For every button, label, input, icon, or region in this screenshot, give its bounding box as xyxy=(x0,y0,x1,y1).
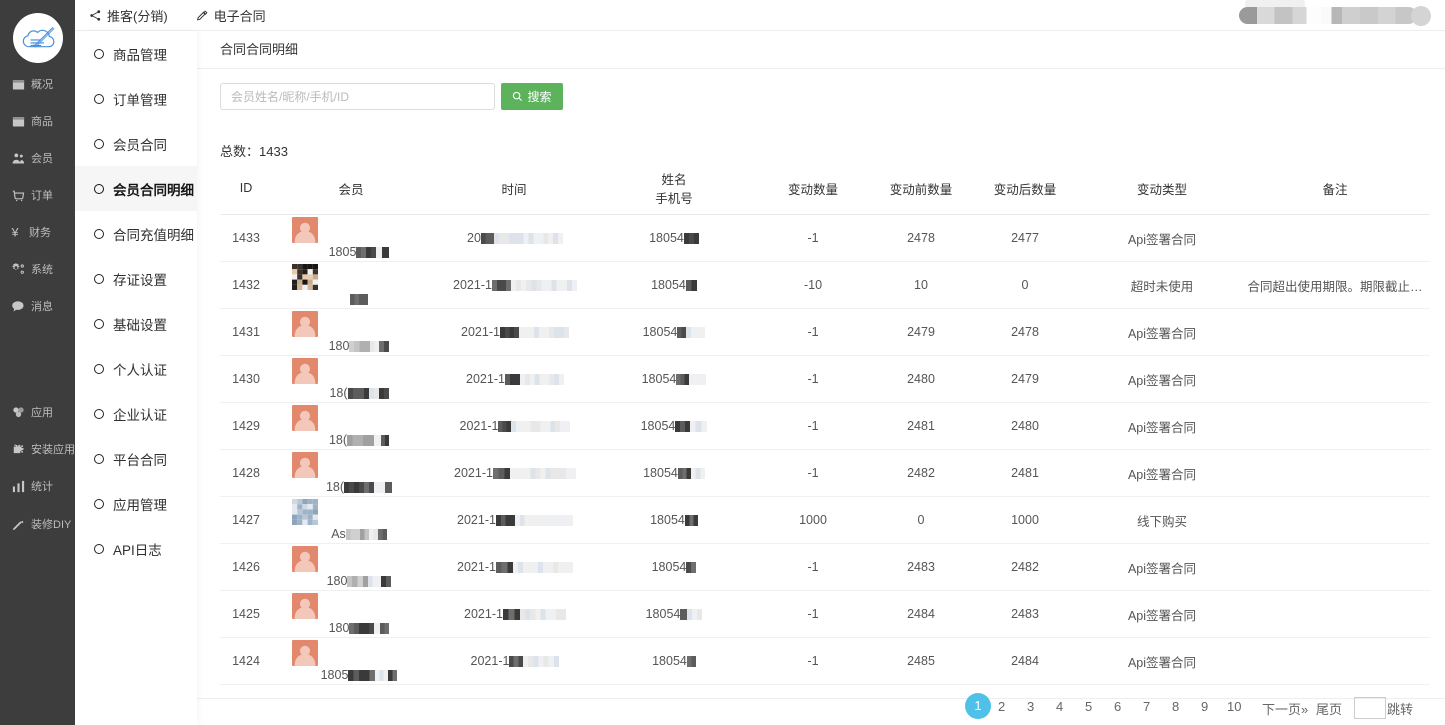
svg-text:¥: ¥ xyxy=(11,225,19,239)
